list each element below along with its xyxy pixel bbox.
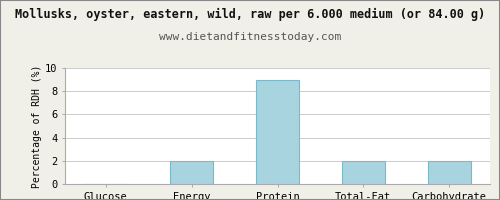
Bar [170, 161, 213, 184]
Text: www.dietandfitnesstoday.com: www.dietandfitnesstoday.com [159, 32, 341, 42]
Text: Mollusks, oyster, eastern, wild, raw per 6.000 medium (or 84.00 g): Mollusks, oyster, eastern, wild, raw per… [15, 8, 485, 21]
Bar [428, 161, 470, 184]
Y-axis label: Percentage of RDH (%): Percentage of RDH (%) [32, 64, 42, 188]
Bar [256, 80, 299, 184]
Bar [342, 161, 385, 184]
